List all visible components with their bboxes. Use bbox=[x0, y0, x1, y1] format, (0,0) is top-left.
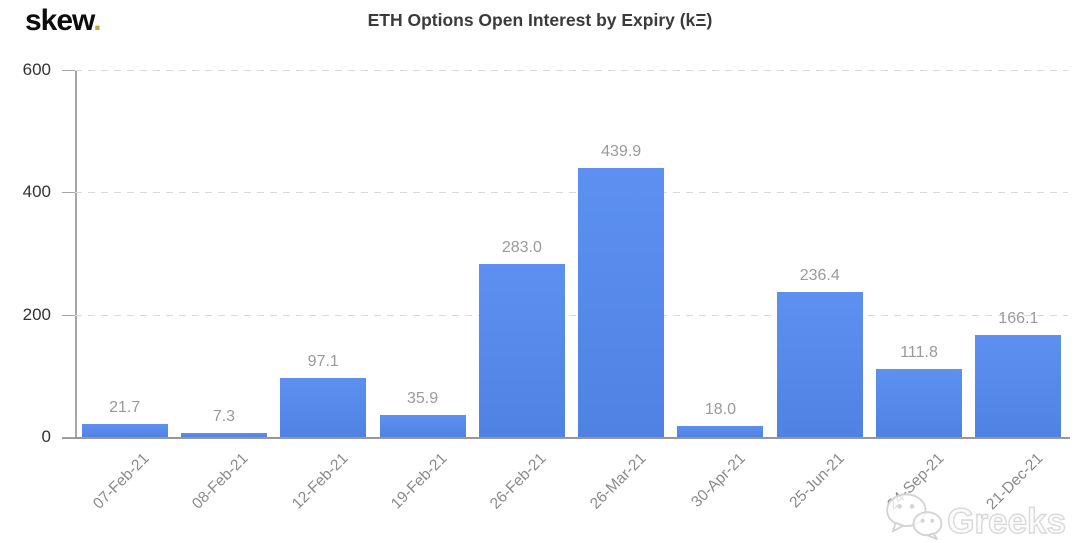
x-axis-label: 19-Feb-21 bbox=[387, 450, 451, 513]
bar-value-label: 439.9 bbox=[601, 142, 642, 160]
x-axis-label: 08-Feb-21 bbox=[189, 450, 252, 513]
y-tick-400 bbox=[62, 192, 75, 194]
bar bbox=[478, 263, 565, 437]
gridline-600 bbox=[75, 70, 1068, 71]
bar bbox=[280, 377, 367, 437]
y-axis-label: 600 bbox=[22, 60, 51, 79]
y-axis-label: 400 bbox=[22, 182, 51, 202]
x-axis-label: 07-Feb-21 bbox=[90, 450, 153, 513]
y-axis-line bbox=[75, 70, 77, 437]
y-tick-0 bbox=[62, 437, 75, 438]
x-axis-label: 26-Feb-21 bbox=[487, 450, 550, 513]
bar bbox=[81, 423, 168, 437]
x-axis-label: 12-Feb-21 bbox=[288, 450, 352, 513]
bar-value-label: 283.0 bbox=[501, 238, 542, 256]
gridline-400 bbox=[75, 192, 1068, 194]
skew-logo: skew. bbox=[25, 4, 102, 38]
bar-value-label: 236.4 bbox=[799, 267, 840, 285]
bar bbox=[776, 292, 863, 437]
bar-value-label: 97.1 bbox=[307, 352, 339, 370]
x-axis-label: 30-Apr-21 bbox=[687, 450, 749, 511]
bar bbox=[578, 167, 665, 437]
x-axis-label: 25-Jun-21 bbox=[786, 450, 848, 512]
watermark: Greeks bbox=[883, 491, 1067, 541]
plot-area: 0 200 400 600 21.7 07-Feb-21 7.3 08-Feb-21 97.1 1… bbox=[23, 60, 1070, 513]
y-axis-label: 200 bbox=[22, 304, 51, 324]
bar-value-label: 35.9 bbox=[406, 390, 439, 408]
watermark-text: Greeks bbox=[947, 501, 1067, 541]
y-tick-600 bbox=[62, 70, 75, 71]
x-axis-label: 26-Mar-21 bbox=[586, 450, 650, 513]
bar-value-label: 21.7 bbox=[109, 398, 141, 416]
skew-logo-dot: . bbox=[93, 4, 101, 37]
bar bbox=[876, 368, 963, 437]
bar-value-label: 166.1 bbox=[998, 310, 1039, 328]
bar bbox=[180, 432, 267, 437]
bar bbox=[677, 426, 764, 437]
bar-value-label: 7.3 bbox=[212, 407, 236, 425]
x-axis-line bbox=[62, 437, 1070, 439]
bar-value-label: 111.8 bbox=[900, 343, 938, 361]
skew-logo-text: skew bbox=[25, 4, 94, 37]
bar bbox=[379, 415, 466, 437]
chart-title: ETH Options Open Interest by Expiry (kΞ) bbox=[367, 10, 713, 30]
y-axis-label: 0 bbox=[41, 427, 51, 446]
gridline-200 bbox=[75, 314, 1068, 316]
wechat-icon bbox=[886, 493, 943, 541]
y-tick-200 bbox=[62, 314, 75, 316]
bar-value-label: 18.0 bbox=[704, 401, 737, 418]
bar bbox=[975, 335, 1062, 437]
